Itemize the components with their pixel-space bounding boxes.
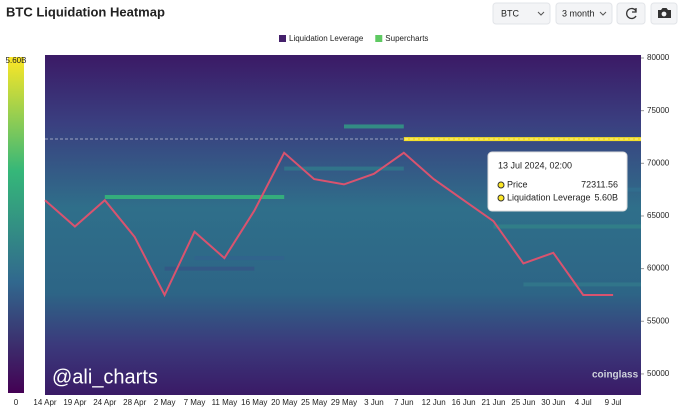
x-tick-label: 7 May xyxy=(184,398,206,407)
legend-swatch xyxy=(375,35,383,42)
price-line xyxy=(44,151,614,298)
y-tick-label: 80000 xyxy=(647,53,670,62)
colorbar-label: 0 xyxy=(14,398,19,407)
refresh-icon xyxy=(626,7,637,20)
x-tick-label: 28 Apr xyxy=(123,398,146,407)
range-select[interactable] xyxy=(555,2,613,25)
liquidation-band xyxy=(523,282,641,287)
x-tick-label: 25 May xyxy=(301,398,327,407)
y-tick-label: 75000 xyxy=(647,106,670,115)
chevron xyxy=(599,11,607,16)
x-tick-label: 3 Jun xyxy=(364,398,384,407)
chevron xyxy=(537,11,545,16)
symbol-value: BTC xyxy=(501,8,520,18)
watermark: @ali_charts xyxy=(52,366,158,388)
x-tick-label: 11 May xyxy=(212,398,238,407)
legend-label: Supercharts xyxy=(385,34,428,43)
x-tick-label: 16 May xyxy=(241,398,267,407)
tooltip-label: Price xyxy=(507,179,528,189)
y-tick-label: 65000 xyxy=(647,211,670,220)
x-tick-label: 4 Jul xyxy=(575,398,592,407)
liquidation-band xyxy=(104,195,285,200)
y-tick-label: 50000 xyxy=(647,369,670,378)
refresh-button[interactable] xyxy=(616,2,646,25)
x-tick-label: 2 May xyxy=(154,398,176,407)
camera-lens xyxy=(661,11,667,17)
tooltip-value: 5.60B xyxy=(594,192,618,202)
colorbar-label: 5.60B xyxy=(6,56,27,65)
x-tick-label: 25 Jun xyxy=(511,398,535,407)
y-tick-label: 55000 xyxy=(647,316,670,325)
tooltip-label: Liquidation Leverage xyxy=(507,192,591,202)
legend-swatch xyxy=(279,35,286,42)
liquidation-band xyxy=(194,256,285,261)
x-tick-label: 20 May xyxy=(271,398,297,407)
tooltip-value: 72311.56 xyxy=(581,179,618,189)
page-title: BTC Liquidation Heatmap xyxy=(6,4,165,19)
x-tick-label: 14 Apr xyxy=(33,398,56,407)
x-tick-label: 12 Jun xyxy=(422,398,446,407)
tooltip-dot xyxy=(497,181,505,189)
liquidation-band xyxy=(493,224,641,229)
tooltip xyxy=(487,151,628,212)
x-tick-label: 29 May xyxy=(331,398,357,407)
x-tick-label: 19 Apr xyxy=(63,398,86,407)
x-tick-label: 16 Jun xyxy=(452,398,476,407)
liquidation-band xyxy=(284,166,404,171)
legend-label: Liquidation Leverage xyxy=(289,34,364,43)
tooltip-title: 13 Jul 2024, 02:00 xyxy=(498,160,572,170)
x-tick-label: 24 Apr xyxy=(93,398,116,407)
x-tick-label: 21 Jun xyxy=(481,398,505,407)
color-bar xyxy=(8,57,24,393)
liquidation-band xyxy=(344,124,404,129)
tooltip-dot xyxy=(497,194,505,202)
brand: coinglass xyxy=(592,370,639,381)
liquidation-band xyxy=(164,266,255,271)
y-tick-label: 60000 xyxy=(647,264,670,273)
y-tick-label: 70000 xyxy=(647,158,670,167)
symbol-select[interactable] xyxy=(492,2,551,25)
x-tick-label: 7 Jun xyxy=(394,398,414,407)
x-tick-label: 9 Jul xyxy=(605,398,622,407)
x-tick-label: 30 Jun xyxy=(541,398,565,407)
range-value: 3 month xyxy=(562,8,595,18)
